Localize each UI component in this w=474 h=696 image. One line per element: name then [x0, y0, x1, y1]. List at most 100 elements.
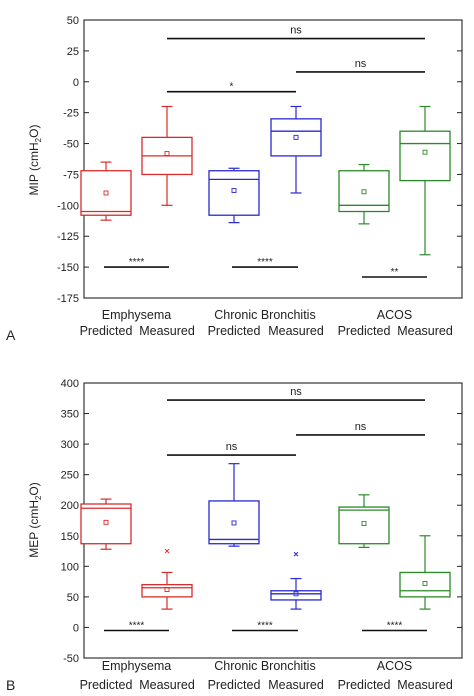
box-emphysema-measured: [141, 548, 193, 610]
y-tick-label: 0: [73, 77, 79, 89]
group-label: ACOS: [377, 308, 412, 322]
box-mean-marker: [422, 149, 428, 155]
group-label: Emphysema: [102, 659, 172, 673]
y-tick-label: 400: [61, 378, 79, 390]
condition-label: Predicted: [208, 678, 261, 692]
box-chronic-bronchitis-predicted: [208, 167, 260, 224]
condition-label: Measured: [397, 678, 453, 692]
y-axis-label: MIP (cmH2O): [27, 125, 43, 196]
condition-label: Predicted: [338, 324, 391, 338]
significance-label: ****: [257, 621, 273, 632]
significance-label: ns: [226, 441, 238, 453]
box-emphysema-predicted: [80, 498, 132, 550]
box-mean-marker: [103, 190, 109, 196]
box-chronic-bronchitis-predicted: [208, 463, 260, 547]
panel-label: B: [6, 677, 15, 693]
y-tick-label: 350: [61, 409, 79, 421]
box-mean-marker: [103, 519, 109, 525]
box-mean-marker: [293, 134, 299, 140]
box-iqr: [208, 500, 260, 545]
y-tick-label: -50: [63, 139, 79, 151]
condition-label: Predicted: [80, 324, 133, 338]
chart-panel-b: 400 350 300 250 200 150 100 50 0 -50 MEP (cmH2O) B *…: [6, 378, 463, 693]
y-tick-label: 25: [67, 46, 79, 58]
significance-label: ****: [129, 621, 145, 632]
y-tick-label: -175: [57, 293, 79, 305]
box-outlier-marker: [293, 551, 299, 557]
y-axis-label-part: MIP (cmH: [27, 142, 41, 195]
y-tick-label: -100: [57, 200, 79, 212]
group-label: Emphysema: [102, 308, 172, 322]
significance-label: ns: [355, 58, 367, 70]
box-mean-marker: [164, 587, 170, 593]
plot-frame: [83, 382, 463, 659]
box-mean-marker: [361, 521, 367, 527]
box-emphysema-predicted: [80, 161, 132, 221]
y-axis-label-subscript: 2: [34, 137, 43, 142]
significance-label: ****: [257, 257, 273, 268]
y-tick-label: 50: [67, 592, 79, 604]
box-iqr: [270, 590, 322, 601]
box-outlier-marker: [164, 548, 170, 554]
significance-label: ns: [355, 421, 367, 433]
significance-label: ****: [387, 621, 403, 632]
panel-label: A: [6, 327, 16, 343]
box-chronic-bronchitis-measured: [270, 551, 322, 610]
box-mean-marker: [231, 188, 237, 193]
condition-label: Predicted: [338, 678, 391, 692]
box-acos-predicted: [338, 163, 390, 225]
box-iqr: [270, 118, 322, 157]
significance-label: **: [391, 267, 399, 278]
y-tick-label: 0: [73, 622, 79, 634]
box-acos-measured: [399, 105, 451, 256]
box-iqr: [399, 571, 451, 598]
group-label: ACOS: [377, 659, 412, 673]
y-tick-label: -75: [63, 169, 79, 181]
condition-label: Measured: [268, 324, 324, 338]
significance-label: ns: [290, 386, 302, 398]
condition-label: Measured: [139, 324, 195, 338]
significance-label: *: [230, 82, 234, 93]
y-tick-label: 250: [61, 470, 79, 482]
box-emphysema-measured: [141, 105, 193, 206]
y-tick-label: -25: [63, 108, 79, 120]
y-axis-label-part: O): [27, 482, 41, 495]
condition-label: Predicted: [80, 678, 133, 692]
y-tick-label: -125: [57, 231, 79, 243]
condition-label: Predicted: [208, 324, 261, 338]
y-axis-label-subscript: 2: [34, 495, 43, 500]
box-mean-marker: [231, 520, 237, 526]
box-iqr: [80, 503, 132, 545]
box-iqr: [141, 584, 193, 598]
box-mean-marker: [293, 591, 299, 597]
box-mean-marker: [422, 580, 428, 586]
y-tick-label: 100: [61, 561, 79, 573]
box-acos-predicted: [338, 494, 390, 548]
y-axis-label-part: O): [27, 125, 41, 138]
box-iqr: [399, 130, 451, 182]
box-mean-marker: [361, 189, 367, 195]
y-tick-label: 200: [61, 500, 79, 512]
group-label: Chronic Bronchitis: [214, 308, 315, 322]
y-tick-label: -150: [57, 262, 79, 274]
chart-panel-a: 50 25 0 -25 -50 -75 -100 -125 -150 -175 MIP (cmH2O…: [6, 15, 463, 343]
box-iqr: [338, 506, 390, 545]
y-tick-label: 50: [67, 15, 79, 27]
box-iqr: [80, 170, 132, 216]
condition-label: Measured: [397, 324, 453, 338]
box-iqr: [208, 170, 260, 216]
significance-label: ****: [129, 257, 145, 268]
y-tick-label: -50: [63, 653, 79, 665]
box-chronic-bronchitis-measured: [270, 105, 322, 194]
box-mean-marker: [164, 150, 170, 156]
condition-label: Measured: [139, 678, 195, 692]
box-acos-measured: [399, 535, 451, 610]
y-tick-label: 150: [61, 531, 79, 543]
plot-frame: [83, 19, 463, 299]
significance-label: ns: [290, 25, 302, 37]
condition-label: Measured: [268, 678, 324, 692]
y-axis-label: MEP (cmH2O): [27, 482, 43, 558]
group-label: Chronic Bronchitis: [214, 659, 315, 673]
y-axis-label-part: MEP (cmH: [27, 500, 41, 558]
